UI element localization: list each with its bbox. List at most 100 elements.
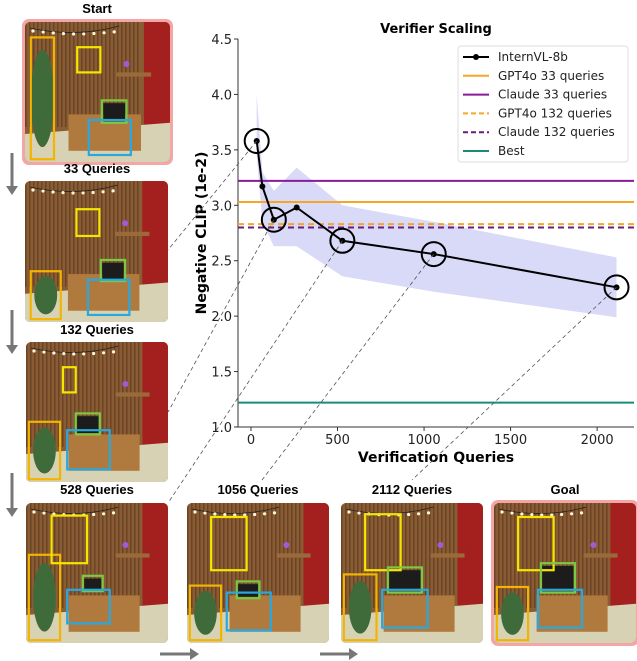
wall-slat xyxy=(381,503,383,608)
bounding-box xyxy=(87,118,132,157)
plant xyxy=(33,427,56,474)
flower xyxy=(122,381,129,387)
light-bulb xyxy=(203,511,207,515)
wall-slat xyxy=(397,503,399,608)
connector-line xyxy=(167,219,275,413)
legend-label: Claude 33 queries xyxy=(498,88,607,102)
bounding-box xyxy=(517,515,555,572)
bounding-box xyxy=(99,258,127,283)
light-bulb xyxy=(262,512,267,516)
wall-slat xyxy=(401,503,403,608)
wall-slat xyxy=(550,503,552,608)
wall-slat xyxy=(510,503,512,608)
shelf xyxy=(430,553,465,558)
x-tick-label: 1000 xyxy=(408,433,441,448)
wall-slat xyxy=(369,503,371,608)
wall-slat xyxy=(341,503,343,608)
light-bulb xyxy=(92,351,96,356)
wall-slat xyxy=(101,181,103,287)
wall-slat xyxy=(26,503,28,608)
scene-image xyxy=(187,503,329,643)
wall-slat xyxy=(66,342,68,447)
wall-slat xyxy=(251,503,253,608)
wall-slat xyxy=(66,503,68,608)
y-tick-label: 1.0 xyxy=(211,421,232,436)
wall-slat xyxy=(90,503,92,608)
panels: Start 33 Queries 132 Queries 528 Queries 105… xyxy=(22,1,637,646)
scene-image xyxy=(25,22,170,162)
scene-image xyxy=(341,503,483,643)
wall-slat xyxy=(62,503,64,608)
wall-slat xyxy=(77,181,79,287)
wall-slat xyxy=(42,342,44,447)
plant xyxy=(34,276,58,315)
wall-slat xyxy=(417,503,419,608)
y-tick-label: 3.0 xyxy=(211,199,232,214)
light-bulb xyxy=(530,513,534,517)
confidence-band xyxy=(256,94,617,318)
light-bulb xyxy=(82,32,86,36)
light-bulb xyxy=(243,513,247,517)
y-axis-label: Negative CLIP (1e-2) xyxy=(194,152,210,315)
wall-slat xyxy=(271,503,273,608)
bounding-box xyxy=(66,429,111,471)
wall-slat xyxy=(498,503,500,608)
bounding-box xyxy=(50,514,89,565)
light-bulb xyxy=(416,512,421,516)
panel-title: 132 Queries xyxy=(60,322,134,337)
legend-label: GPT4o 33 queries xyxy=(498,69,604,83)
plant xyxy=(501,592,524,635)
wall-slat xyxy=(574,503,576,608)
wall-slat xyxy=(85,181,87,287)
connector-lines xyxy=(167,140,617,504)
legend-label: Claude 132 queries xyxy=(498,125,615,139)
right-arrow-head xyxy=(349,648,358,660)
light-bulb xyxy=(52,351,56,355)
panel-start: Start xyxy=(22,1,173,165)
wall-slat xyxy=(57,181,59,287)
connector-line xyxy=(167,240,343,504)
light-bulb xyxy=(357,511,361,515)
light-bulb xyxy=(569,512,574,516)
wall-slat xyxy=(373,503,375,608)
light-bulb xyxy=(101,190,105,194)
light-bulb xyxy=(41,30,45,34)
wall-slat xyxy=(25,22,27,127)
light-bulb xyxy=(31,188,35,192)
wall-slat xyxy=(74,503,76,608)
wall-slat xyxy=(247,503,249,608)
light-bulb xyxy=(91,190,95,195)
wall-slat xyxy=(45,181,47,287)
wall-slat xyxy=(522,503,524,608)
light-bulb xyxy=(111,511,116,515)
panel-title: Goal xyxy=(551,482,580,497)
wall-slat xyxy=(78,342,80,447)
x-tick-label: 2000 xyxy=(581,433,614,448)
plant xyxy=(194,591,217,635)
light-bulb xyxy=(520,512,524,516)
wall-slat xyxy=(231,503,233,608)
wall-slat xyxy=(89,181,91,287)
wall-slat xyxy=(94,342,96,447)
wall-slat xyxy=(582,503,584,608)
flower xyxy=(123,61,130,67)
cabinet xyxy=(536,595,608,632)
red-wall xyxy=(142,342,168,454)
y-tick-label: 4.0 xyxy=(211,88,232,103)
wall-slat xyxy=(106,503,108,608)
wall-slat xyxy=(421,503,423,608)
red-wall xyxy=(610,503,636,615)
panel-title: 1056 Queries xyxy=(218,482,299,497)
wall-slat xyxy=(114,342,116,447)
wall-slat xyxy=(77,22,79,127)
wall-slat xyxy=(235,503,237,608)
wall-slat xyxy=(227,503,229,608)
highlight-circle xyxy=(329,227,356,254)
light-bulb xyxy=(51,190,55,194)
shelf xyxy=(115,392,150,397)
light-bulb xyxy=(61,32,66,36)
light-bulb xyxy=(82,352,86,356)
light-bulb xyxy=(112,30,116,34)
light-bulb xyxy=(223,513,227,517)
bounding-box xyxy=(100,99,128,124)
